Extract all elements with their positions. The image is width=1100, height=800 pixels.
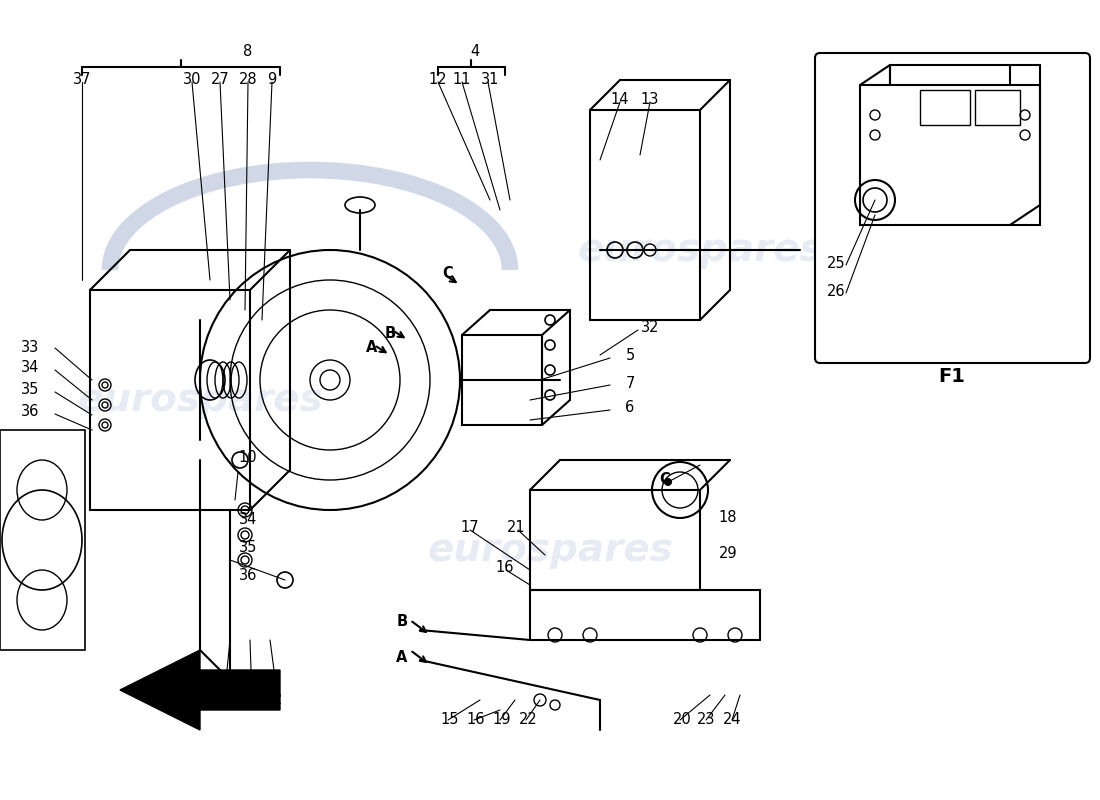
Text: 9: 9 [267,73,276,87]
Text: 19: 19 [493,713,512,727]
Text: 13: 13 [641,93,659,107]
Bar [530,490,700,590]
Text: 21: 21 [507,521,526,535]
Text: C: C [442,266,453,281]
Text: 37: 37 [73,73,91,87]
Text: 16: 16 [496,561,515,575]
Text: 1: 1 [219,693,229,707]
Bar [860,85,1040,225]
Text: eurospares: eurospares [77,381,323,419]
Text: 35: 35 [239,541,257,555]
Text: 28: 28 [239,73,257,87]
Circle shape [664,478,672,486]
Text: B: B [384,326,396,341]
Text: 36: 36 [21,405,40,419]
Text: 29: 29 [718,546,737,561]
Text: 25: 25 [827,255,846,270]
Text: 8: 8 [243,45,253,59]
Text: 2: 2 [273,693,283,707]
Text: 14: 14 [610,93,629,107]
Text: 3: 3 [248,693,256,707]
Text: 36: 36 [239,569,257,583]
Text: 10: 10 [239,450,257,466]
Text: eurospares: eurospares [578,231,823,269]
Text: 17: 17 [461,521,480,535]
Text: A: A [396,650,408,665]
Text: F1: F1 [938,366,966,386]
Bar [90,290,250,510]
Polygon shape [120,650,280,730]
Text: 16: 16 [466,713,485,727]
Text: 26: 26 [827,283,846,298]
Text: 32: 32 [640,321,659,335]
Text: 34: 34 [21,361,40,375]
Text: 33: 33 [21,341,40,355]
Bar [0,430,85,650]
Text: 24: 24 [723,713,741,727]
Text: 6: 6 [626,401,635,415]
FancyBboxPatch shape [815,53,1090,363]
Text: 22: 22 [518,713,538,727]
Text: 20: 20 [672,713,692,727]
Bar [462,335,542,425]
Bar [975,90,1020,125]
Text: 4: 4 [471,45,480,59]
Text: eurospares: eurospares [427,531,673,569]
Text: 27: 27 [210,73,230,87]
Text: 30: 30 [183,73,201,87]
Text: 23: 23 [696,713,715,727]
Text: 11: 11 [453,73,471,87]
Text: C: C [660,473,670,487]
Text: 31: 31 [481,73,499,87]
Text: 5: 5 [626,349,635,363]
Text: 34: 34 [239,513,257,527]
Text: 35: 35 [21,382,40,398]
Bar [920,90,970,125]
Text: 15: 15 [441,713,460,727]
Text: 12: 12 [429,73,448,87]
Text: B: B [396,614,408,630]
Text: 7: 7 [625,375,635,390]
Text: 18: 18 [718,510,737,526]
Text: A: A [366,341,377,355]
